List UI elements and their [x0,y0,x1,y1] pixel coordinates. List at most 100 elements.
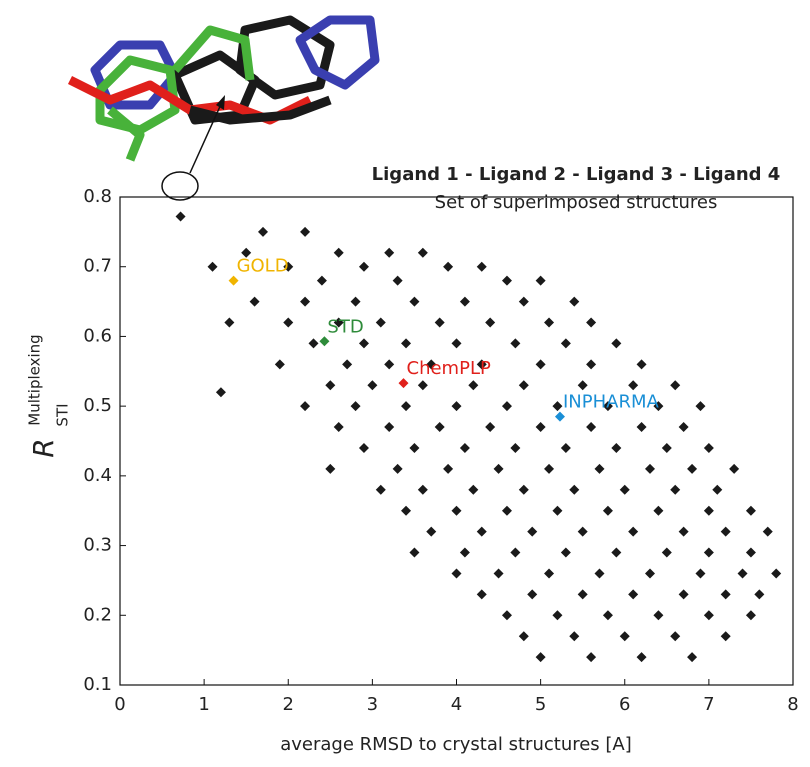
y-tick-label: 0.8 [83,186,112,207]
plot-frame [120,197,793,685]
point [351,297,361,307]
point [670,485,680,495]
molecule-overlay [70,20,375,160]
y-tick-label: 0.4 [83,465,112,486]
point [746,506,756,516]
point [477,262,487,272]
point [376,317,386,327]
y-label-sub: STI [54,403,72,426]
point [443,464,453,474]
y-axis-label: R Multiplexing STI [26,334,72,457]
point [721,527,731,537]
x-tick-label: 6 [619,694,630,715]
chart: Ligand 1 - Ligand 2 - Ligand 3 - Ligand … [0,0,810,763]
x-tick-label: 0 [114,694,125,715]
point [393,464,403,474]
point [746,610,756,620]
point [544,317,554,327]
point [485,317,495,327]
point [754,589,764,599]
point [704,443,714,453]
point [409,548,419,558]
point [216,387,226,397]
point [460,297,470,307]
point [468,485,478,495]
point [611,338,621,348]
point [258,227,268,237]
point [679,589,689,599]
point [510,338,520,348]
point [502,276,512,286]
point [418,380,428,390]
point [435,422,445,432]
point [519,297,529,307]
point [334,422,344,432]
point [409,297,419,307]
point [494,568,504,578]
point [401,506,411,516]
point [510,443,520,453]
point [569,485,579,495]
point [443,262,453,272]
point [595,464,605,474]
point [687,464,697,474]
point [460,548,470,558]
point-label: ChemPLP [407,358,491,379]
point [208,262,218,272]
point [418,485,428,495]
point [283,317,293,327]
point [561,443,571,453]
point [393,276,403,286]
point [721,631,731,641]
point [670,380,680,390]
point [452,338,462,348]
point [502,610,512,620]
point [578,527,588,537]
point [738,568,748,578]
point [502,401,512,411]
highlight-point [319,336,329,346]
point [771,568,781,578]
highlight-circle [162,172,198,200]
point [536,422,546,432]
point [746,548,756,558]
point [527,527,537,537]
point [552,506,562,516]
point [653,506,663,516]
x-tick-label: 7 [703,694,714,715]
point [544,568,554,578]
point [763,527,773,537]
point [325,380,335,390]
point [561,548,571,558]
point [519,485,529,495]
x-axis-label: average RMSD to crystal structures [A] [280,734,632,755]
point [300,227,310,237]
point [552,401,562,411]
point-label: STD [327,316,363,337]
point [595,568,605,578]
point [426,527,436,537]
point [376,485,386,495]
point [519,380,529,390]
x-tick-label: 5 [535,694,546,715]
point-label: INPHARMA [563,392,660,413]
point [502,506,512,516]
point [712,485,722,495]
point [569,631,579,641]
point [300,401,310,411]
y-tick-label: 0.5 [83,395,112,416]
point [687,652,697,662]
point [704,506,714,516]
point [519,631,529,641]
point [704,548,714,558]
point [611,443,621,453]
point [384,422,394,432]
point [561,338,571,348]
point [695,401,705,411]
point [452,506,462,516]
x-tick-label: 4 [451,694,462,715]
point [351,401,361,411]
point [435,317,445,327]
point [359,338,369,348]
x-tick-label: 8 [787,694,798,715]
